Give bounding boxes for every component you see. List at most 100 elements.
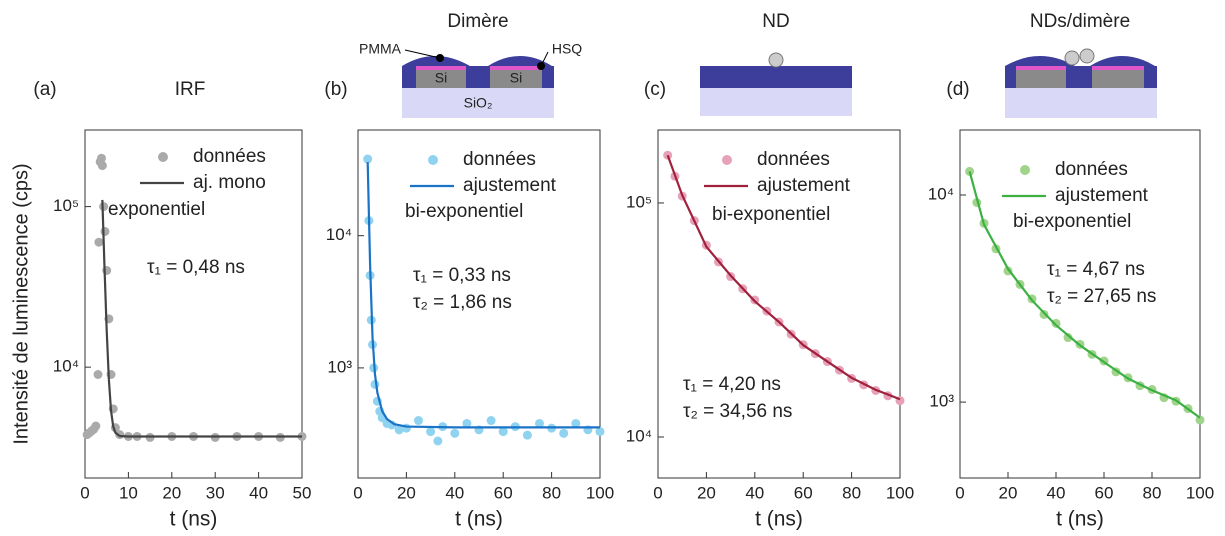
data-point [450, 428, 460, 438]
x-tick-label: 20 [397, 483, 416, 502]
x-tick-label: 0 [80, 483, 89, 502]
schematic-label: HSQ [552, 41, 582, 57]
data-point [1195, 415, 1205, 425]
legend-label: bi-exponentiel [405, 201, 523, 222]
plot-frame [959, 129, 1201, 479]
data-point [433, 436, 443, 446]
panel-label: (b) [324, 79, 347, 100]
fit-line [366, 162, 600, 429]
x-axis-label: t (ns) [455, 508, 503, 531]
legend-label: ajustement [463, 175, 557, 196]
schematic-label: SiO₂ [464, 95, 493, 111]
panel-title: IRF [175, 79, 206, 100]
data-point [595, 427, 605, 437]
y-tick-label: 10⁵ [626, 192, 652, 211]
x-tick-label: 60 [1095, 483, 1114, 502]
data-point [414, 416, 423, 426]
schematic-label: Si [435, 70, 447, 86]
legend-label: données [757, 149, 830, 170]
data-point [387, 420, 397, 430]
x-axis-label: t (ns) [755, 508, 803, 531]
legend-label: aj. mono [193, 172, 266, 193]
x-tick-label: 20 [697, 483, 716, 502]
data-point [486, 416, 496, 426]
data-point [498, 427, 508, 437]
data-point [94, 237, 104, 247]
x-tick-label: 40 [445, 483, 464, 502]
legend-label: exponentiel [108, 199, 205, 220]
annotation: τ₁ = 0,33 ns [413, 265, 511, 286]
legend-label: données [1055, 159, 1128, 180]
panel-label: (d) [946, 79, 969, 100]
x-tick-label: 0 [955, 483, 964, 502]
legend-marker [1020, 165, 1030, 175]
panel-title: ND [762, 11, 789, 32]
y-tick-label: 10⁵ [53, 196, 79, 215]
y-tick-label: 10³ [327, 357, 352, 376]
data-point [100, 226, 110, 236]
legend-marker [158, 152, 168, 162]
annotation: τ₂ = 1,86 ns [413, 292, 512, 313]
plot-frame [657, 129, 901, 479]
panel-title: Dimère [447, 11, 508, 32]
fit-line [101, 199, 302, 438]
legend-label: données [193, 146, 266, 167]
data-point [363, 154, 373, 164]
x-tick-label: 20 [162, 483, 181, 502]
panel-title: NDs/dimère [1030, 11, 1130, 32]
schematic-label: PMMA [359, 41, 402, 57]
plot-frame [357, 129, 601, 479]
data-point [91, 421, 101, 431]
y-tick-label: 10⁴ [626, 426, 652, 445]
x-tick-label: 0 [653, 483, 662, 502]
x-tick-label: 80 [842, 483, 861, 502]
annotation: τ₁ = 0,48 ns [147, 257, 245, 278]
x-tick-label: 100 [1186, 483, 1214, 502]
legend-marker [722, 155, 732, 165]
data-point [462, 418, 472, 428]
x-tick-label: 30 [206, 483, 225, 502]
x-tick-label: 50 [293, 483, 312, 502]
x-axis-label: t (ns) [1056, 508, 1104, 531]
x-tick-label: 0 [353, 483, 362, 502]
y-axis-label: Intensité de luminescence (cps) [10, 163, 32, 444]
annotation: τ₁ = 4,20 ns [683, 374, 781, 395]
data-point [522, 430, 532, 440]
x-tick-label: 60 [794, 483, 813, 502]
data-point [1051, 318, 1061, 328]
annotation: τ₂ = 34,56 ns [683, 401, 792, 422]
data-point [93, 370, 103, 380]
data-point [96, 153, 106, 163]
x-tick-label: 40 [249, 483, 268, 502]
x-tick-label: 80 [542, 483, 561, 502]
legend-marker [428, 155, 438, 165]
y-tick-label: 10⁴ [53, 357, 79, 376]
data-point [535, 418, 544, 428]
fit-line [968, 171, 1201, 419]
x-tick-label: 80 [1143, 483, 1162, 502]
data-point [559, 428, 569, 438]
x-tick-label: 20 [999, 483, 1018, 502]
legend-label: bi-exponentiel [712, 204, 830, 225]
y-tick-label: 10³ [929, 392, 954, 411]
y-tick-label: 10⁴ [326, 225, 352, 244]
x-tick-label: 40 [745, 483, 764, 502]
schematic-nd [700, 52, 852, 116]
legend-label: ajustement [757, 175, 851, 196]
legend-label: ajustement [1055, 185, 1149, 206]
fit-line [666, 154, 901, 401]
x-tick-label: 100 [586, 483, 614, 502]
data-point [1063, 333, 1073, 343]
data-point [394, 425, 404, 435]
annotation: τ₁ = 4,67 ns [1047, 259, 1145, 280]
data-point [97, 161, 107, 171]
annotation: τ₂ = 27,65 ns [1047, 286, 1156, 307]
panel-label: (a) [33, 79, 56, 100]
panel-label: (c) [644, 79, 666, 100]
schematic-nds-dimer [1005, 48, 1157, 118]
x-tick-label: 60 [494, 483, 513, 502]
schematic-dimer [402, 49, 554, 118]
x-tick-label: 40 [1047, 483, 1066, 502]
data-point [571, 418, 581, 428]
